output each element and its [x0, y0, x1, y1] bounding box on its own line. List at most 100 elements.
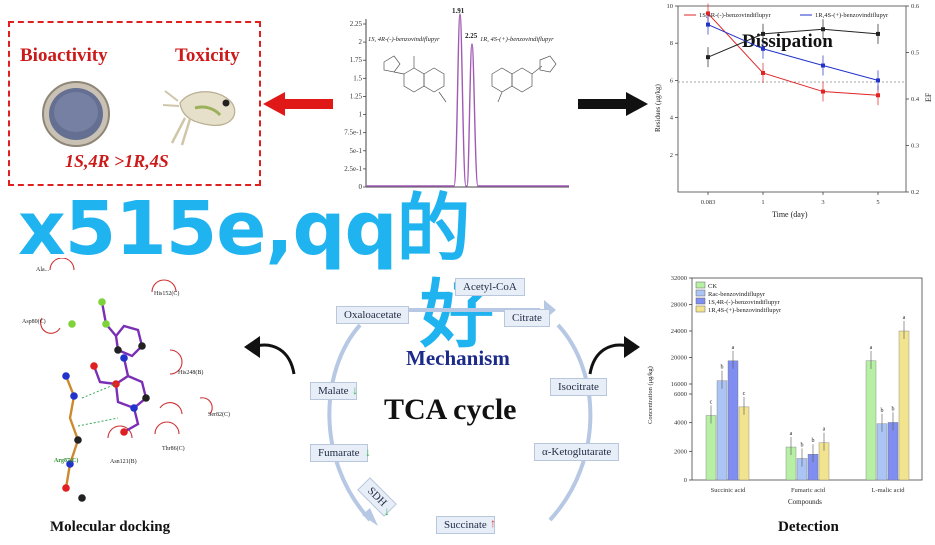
dissipation-y2-tick: 0.3 [911, 143, 919, 150]
detection-bar [738, 406, 750, 481]
docking-atom [130, 404, 138, 412]
fumarate-down-arrow-icon: ↓ [365, 445, 371, 459]
detection-y-tick: 32000 [671, 275, 687, 282]
detection-y-tick: 16000 [671, 381, 687, 388]
dissipation-point [761, 70, 765, 75]
detection-significance-letter: c [710, 400, 713, 406]
docking-atom [114, 346, 122, 354]
docking-atom [68, 320, 76, 328]
daphnia-image [162, 90, 236, 146]
dissipation-y-tick: 4 [670, 115, 674, 122]
sdh-down-arrow-icon: ↓ [384, 504, 390, 518]
red-arrow-icon [263, 92, 333, 116]
curved-arrow-right-icon [588, 336, 640, 375]
detection-y-tick: 20000 [671, 355, 687, 362]
black-arrow-icon [578, 92, 648, 116]
docking-atom [102, 320, 110, 328]
ketoglutarate-node: α-Ketoglutarate [534, 443, 620, 461]
isomer2-label: 1R, 4S-(+)-benzovindiflupyr [480, 36, 554, 43]
chromatogram-y-tick: 2 [359, 38, 363, 46]
dissipation-x-tick: 0.083 [701, 199, 716, 206]
chromatogram-y-tick: 1.5 [353, 74, 362, 82]
petri-dish-image [42, 81, 110, 147]
mechanism-label: Mechanism [406, 346, 510, 370]
dissipation-y-tick: 6 [670, 77, 674, 84]
detection-significance-letter: a [823, 427, 826, 433]
chromatogram-y-tick: 0 [359, 183, 363, 191]
detection-significance-letter: a [870, 345, 873, 351]
docking-atom [142, 394, 150, 402]
molecule-structure-1 [383, 55, 447, 103]
dissipation-y2-tick: 0.4 [911, 96, 920, 103]
docking-atom [120, 354, 128, 362]
residue-asp80: Asp80(C) [22, 318, 46, 325]
docking-atom [62, 372, 70, 380]
dissipation-ylabel: Residues (μg/kg) [654, 83, 662, 132]
residue-thr86: Thr86(C) [162, 445, 185, 452]
detection-significance-letter: a [790, 431, 793, 437]
detection-legend-swatch [695, 297, 706, 305]
acetyl-coa-node: Acetyl-CoA [455, 278, 525, 296]
bioactivity-label: Bioactivity [20, 45, 108, 66]
dissipation-point [876, 31, 880, 36]
isomer1-label: 1S, 4R-(-)-benzovindiflupyr [368, 36, 440, 43]
ligand-bonds [92, 301, 148, 434]
dissipation-legend-1: 1S,4R-(-)-benzovindiflupyr [699, 12, 772, 19]
residue-his248: His248(B) [178, 369, 203, 376]
dissipation-point [761, 31, 765, 36]
isocitrate-node: Isocitrate [550, 378, 607, 396]
peak2-time: 2.25 [465, 32, 478, 40]
docking-diagram: Ala... Asp80(C) His152(C) His248(B) Ser8… [22, 258, 230, 502]
detection-y-tick: 6000 [674, 391, 687, 398]
dissipation-y-tick: 2 [670, 152, 673, 159]
tca-cycle-label: TCA cycle [384, 393, 517, 426]
watermark-line-1: x515e,qq的 [18, 186, 470, 272]
dissipation-y2-tick: 0.5 [911, 50, 919, 57]
dissipation-point [876, 93, 880, 98]
dissipation-point [821, 89, 825, 94]
dissipation-point [706, 11, 710, 16]
dissipation-x-tick: 5 [876, 199, 879, 206]
detection-legend-swatch [695, 305, 706, 313]
detection-y-tick: 4000 [674, 420, 687, 427]
docking-atom [120, 428, 128, 436]
detection-significance-letter: b [881, 408, 884, 414]
detection-significance-letter: b [801, 443, 804, 449]
detection-significance-letter: b [721, 365, 724, 371]
citrate-node: Citrate [504, 309, 550, 327]
detection-bar [865, 360, 877, 481]
chromatogram-y-tick: 1.25 [350, 92, 363, 100]
stereo-relation: 1S,4R >1R,4S [65, 151, 169, 171]
detection-y-tick: 24000 [671, 328, 687, 335]
bioactivity-panel: Bioactivity Toxicity 1S,4R >1R,4S [8, 21, 261, 186]
detection-legend-swatch [695, 289, 706, 297]
docking-atom [62, 484, 70, 492]
dissipation-series-line [707, 24, 879, 81]
dissipation-y2label: EF [924, 92, 933, 102]
toxicity-label: Toxicity [175, 45, 240, 66]
detection-bar [716, 380, 728, 481]
peak1-time: 1.91 [452, 7, 465, 15]
dissipation-y2-tick: 0.6 [911, 3, 920, 10]
detection-bar [876, 423, 888, 481]
molecule-structure-2 [491, 55, 557, 103]
detection-bar [887, 422, 899, 481]
curved-arrow-left-icon [244, 336, 296, 375]
dissipation-point [706, 55, 710, 60]
malate-node: Malate [310, 382, 357, 400]
detection-legend-label: Rac-benzovindiflupyr [708, 291, 766, 298]
dissipation-y-tick: 8 [670, 40, 673, 47]
fumarate-node: Fumarate [310, 444, 368, 462]
detection-significance-letter: a [732, 345, 735, 351]
dissipation-point [821, 63, 825, 68]
dissipation-x-tick: 3 [821, 199, 824, 206]
detection-ylabel: Concentration (μg/kg) [647, 366, 654, 424]
docking-atom [74, 436, 82, 444]
chromatogram-y-tick: 5e-1 [350, 147, 363, 155]
dissipation-title: Dissipation [742, 31, 833, 52]
dissipation-point [876, 78, 880, 83]
dissipation-y-tick: 10 [667, 3, 674, 10]
dissipation-x-tick: 1 [761, 199, 764, 206]
detection-xlabel: Compounds [788, 498, 822, 506]
